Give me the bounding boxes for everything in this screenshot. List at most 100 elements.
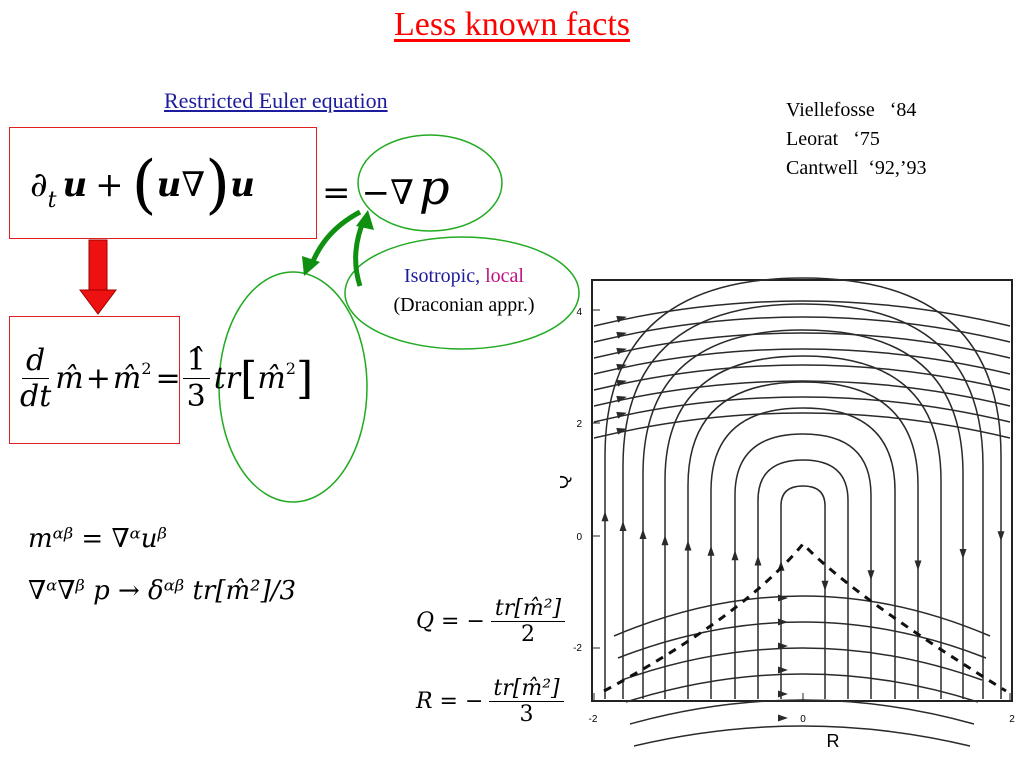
arrow-down-6	[959, 549, 967, 559]
plot-frame	[591, 279, 1013, 702]
arrow-up-5	[661, 535, 669, 546]
equals-sign: =	[322, 173, 351, 213]
streamline-upper-2	[734, 433, 872, 699]
definition-m: mᵅᵝ = ∇ᵅuᵝ	[28, 524, 167, 554]
plus-sign-2: +	[85, 360, 111, 396]
arrow-top-5	[616, 395, 627, 403]
slide-title: Less known facts	[393, 6, 631, 43]
reference-3: Cantwell ‘92,’93	[786, 157, 927, 179]
invariant-q: Q = − tr[m̂²] 2	[416, 596, 566, 647]
m-hat-in-trace: m̂	[257, 360, 286, 396]
references: Viellefosse ‘84 Leorat ‘75 Cantwell ‘92,…	[786, 96, 927, 183]
arrow-up-3	[707, 545, 715, 556]
arrow-down-0	[821, 580, 829, 591]
streamline-lower-2	[621, 647, 983, 681]
isotropic-label: Isotropic,	[404, 265, 481, 287]
red-arrow-shaft	[88, 239, 108, 293]
nabla-symbol: ∇	[181, 165, 206, 205]
vieillefosse-line	[603, 541, 1007, 693]
arrow-top-1	[616, 331, 627, 339]
arrow-down-8	[997, 531, 1005, 542]
phase-portrait: -2 0 2 4 2 0 -2 R Q	[560, 277, 1015, 751]
arrow-lower-2	[778, 642, 788, 650]
y-tick-neg2: -2	[573, 643, 582, 654]
arrow-top-2	[616, 347, 627, 355]
velocity-u: u	[62, 165, 88, 205]
time-subscript: t	[47, 187, 57, 213]
arrow-top-3	[616, 363, 627, 371]
r-lhs: R = −	[416, 689, 484, 714]
restricted-euler-equation: d dt m̂ + m̂ 2 = 1̂ 3 tr [ m̂ 2 ]	[20, 342, 314, 414]
slide-subtitle: Restricted Euler equation	[164, 88, 388, 113]
q-denominator: 2	[521, 622, 535, 647]
r-numerator: tr[m̂²]	[489, 676, 564, 702]
streamline-top-3	[593, 348, 1011, 375]
euler-equation-box	[9, 127, 317, 239]
plus-sign: +	[95, 165, 124, 205]
arrow-lower-0	[778, 594, 788, 602]
green-arrow-to-trace	[307, 209, 362, 269]
restricted-euler-box	[9, 316, 180, 444]
streamline-top-5	[593, 380, 1011, 407]
streamline-upper-3	[710, 407, 896, 699]
green-arrowhead-1	[302, 256, 320, 276]
arrow-top-7	[616, 427, 627, 435]
partial-symbol: ∂	[30, 165, 48, 205]
arrow-lower-5	[778, 714, 788, 722]
streamlines	[593, 277, 1011, 747]
streamline-upper-4	[687, 381, 919, 699]
r-denominator: 3	[519, 702, 534, 727]
square-exponent-2: 2	[285, 358, 296, 378]
q-lhs: Q = −	[416, 609, 485, 634]
bubble-ellipse	[344, 236, 580, 350]
euler-rhs: = −∇ p	[322, 160, 450, 216]
pressure-ellipse	[357, 134, 503, 232]
equals-sign-2: =	[155, 360, 181, 396]
y-tick-2: 2	[576, 419, 582, 430]
streamline-top-0	[593, 300, 1011, 327]
streamline-upper-7	[622, 303, 984, 699]
streamline-lower-3	[625, 673, 979, 703]
streamline-lower-0	[613, 595, 991, 637]
euler-equation: ∂ t u + ( u ∇ ) u	[30, 148, 255, 222]
streamline-top-6	[593, 396, 1011, 423]
x-tick-0: 0	[800, 714, 806, 725]
velocity-u-2: u	[156, 165, 182, 205]
one-hat: 1̂	[182, 343, 210, 379]
trace-tr: tr	[213, 360, 241, 396]
arrow-top-4	[616, 379, 627, 387]
streamline-lower-5	[633, 725, 971, 747]
x-tick-neg2: -2	[589, 714, 598, 725]
streamline-lower-1	[617, 621, 987, 659]
dt-denominator: dt	[20, 378, 52, 414]
velocity-u-3: u	[230, 165, 255, 205]
streamline-arrows	[601, 315, 1005, 722]
d-numerator: d	[22, 343, 50, 379]
bubble-text: Isotropic, local (Draconian appr.)	[364, 262, 564, 320]
arrow-top-0	[616, 315, 627, 323]
arrow-lower-1	[778, 618, 788, 626]
arrow-up-4	[684, 540, 692, 551]
square-exponent: 2	[141, 358, 152, 378]
arrow-down-4	[914, 560, 922, 571]
reference-1: Viellefosse ‘84	[786, 99, 917, 121]
streamline-upper-0	[780, 485, 826, 699]
trace-ellipse	[218, 271, 368, 503]
streamline-top-1	[593, 316, 1011, 343]
streamline-top-2	[593, 332, 1011, 359]
draconian-note: (Draconian appr.)	[393, 294, 535, 316]
y-tick-0: 0	[576, 532, 582, 543]
arrow-lower-4	[778, 690, 788, 698]
axis-ticks	[592, 309, 1011, 701]
y-axis-label: Q	[560, 475, 572, 489]
invariant-r: R = − tr[m̂²] 3	[416, 676, 564, 727]
arrow-up-1	[754, 555, 762, 566]
red-arrowhead	[79, 289, 117, 315]
x-axis-label: R	[827, 731, 840, 751]
arrow-up-6	[639, 529, 647, 539]
x-tick-2: 2	[1009, 714, 1015, 725]
arrow-up-7	[619, 521, 627, 531]
y-tick-4: 4	[576, 307, 582, 318]
m-hat: m̂	[55, 360, 84, 396]
